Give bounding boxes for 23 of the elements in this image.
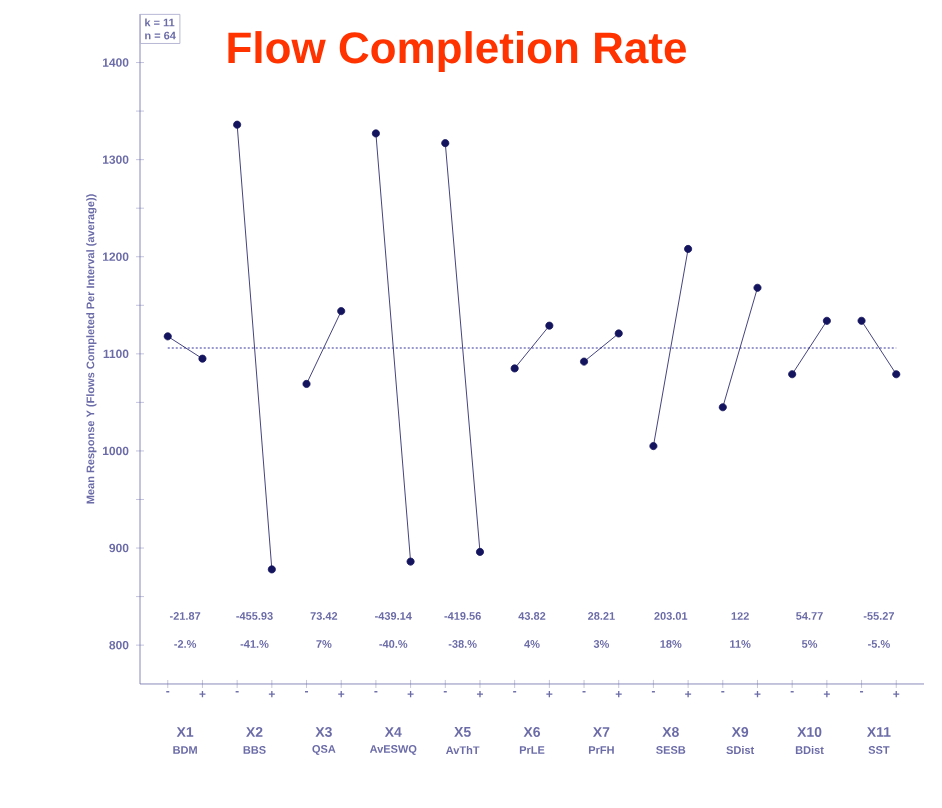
point — [892, 370, 901, 379]
point — [753, 283, 762, 292]
point — [475, 547, 484, 556]
point — [510, 364, 519, 373]
point — [788, 370, 797, 379]
point — [163, 332, 172, 341]
point — [302, 379, 311, 388]
point — [198, 354, 207, 363]
chart-title: Flow Completion Rate — [228, 31, 686, 73]
point — [580, 357, 589, 366]
point — [822, 316, 831, 325]
point — [649, 442, 658, 451]
point — [371, 129, 380, 138]
point — [233, 120, 242, 129]
point — [857, 316, 866, 325]
point — [441, 139, 450, 148]
point — [614, 329, 623, 338]
point — [684, 244, 693, 253]
point — [718, 403, 727, 412]
point — [267, 565, 276, 574]
point — [406, 557, 415, 566]
point — [337, 307, 346, 316]
point — [545, 321, 554, 330]
